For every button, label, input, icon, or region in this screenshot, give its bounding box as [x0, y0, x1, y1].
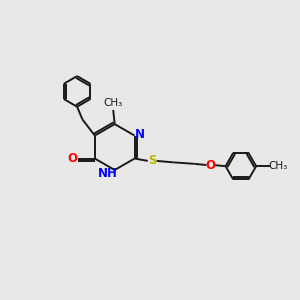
Text: CH₃: CH₃	[103, 98, 123, 109]
Text: O: O	[205, 158, 215, 172]
Text: O: O	[68, 152, 77, 165]
Text: N: N	[135, 128, 145, 141]
Text: S: S	[148, 154, 157, 167]
Text: CH₃: CH₃	[268, 161, 287, 171]
Text: NH: NH	[98, 167, 118, 180]
